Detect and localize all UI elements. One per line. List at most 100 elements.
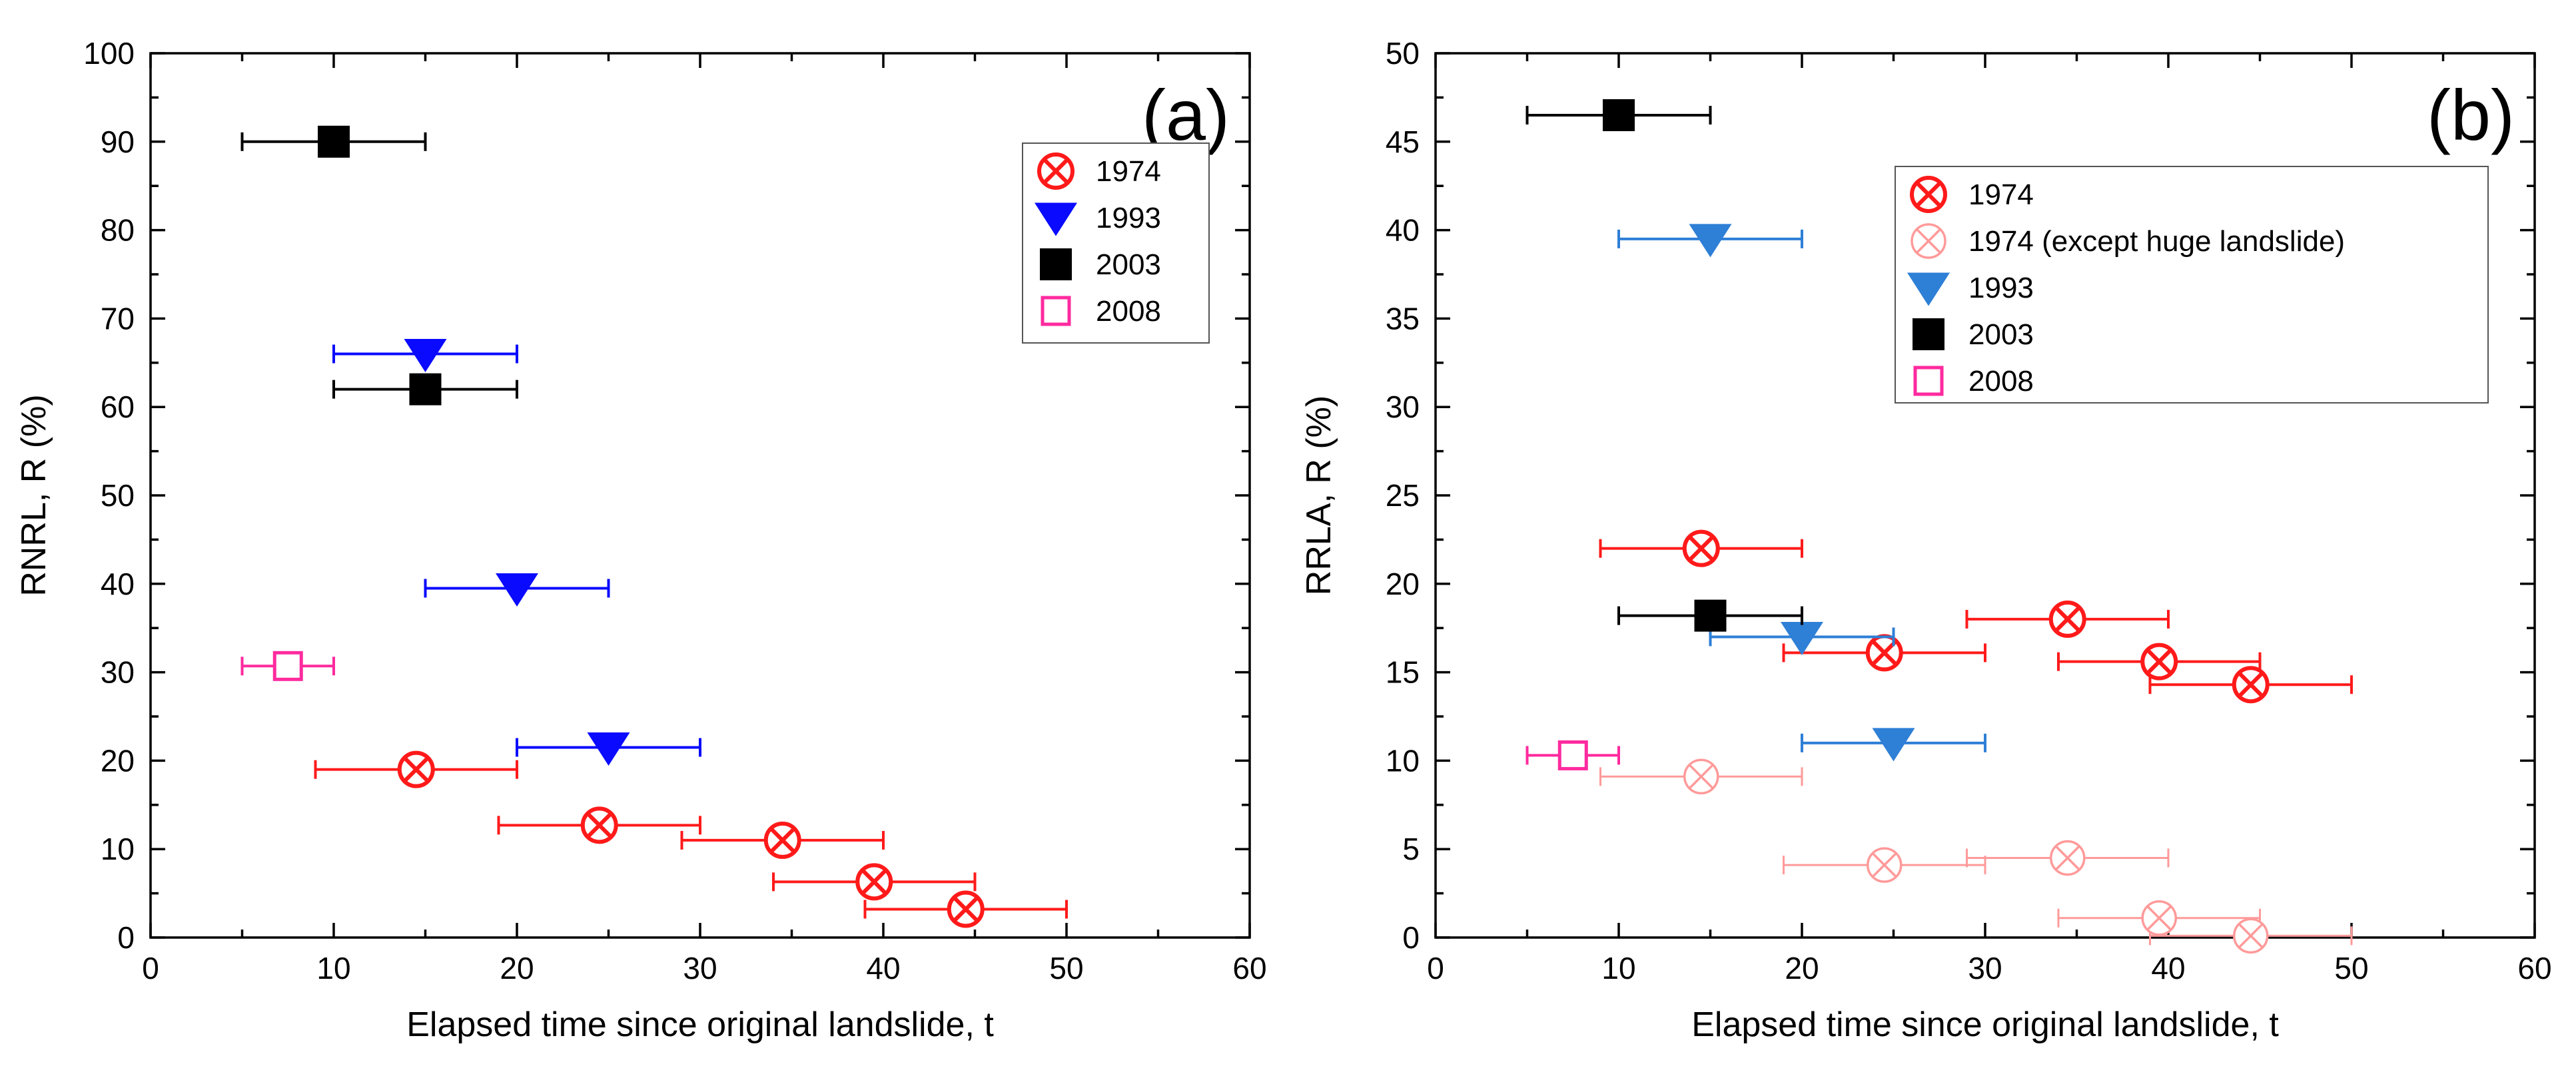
legend-label: 2003 bbox=[1968, 318, 2034, 351]
x-tick-label: 20 bbox=[500, 951, 534, 985]
data-point-cross-b bbox=[2146, 906, 2172, 931]
y-tick-label: 30 bbox=[1386, 390, 1420, 424]
data-point-cross-b bbox=[2054, 606, 2081, 633]
y-tick-label: 0 bbox=[1402, 920, 1420, 955]
x-tick-label: 10 bbox=[316, 951, 350, 985]
data-point bbox=[2048, 600, 2086, 638]
data-point bbox=[2141, 900, 2177, 936]
y-tick-label: 30 bbox=[101, 655, 135, 690]
y-tick-label: 25 bbox=[1386, 478, 1420, 513]
x-tick-label: 10 bbox=[1601, 951, 1635, 985]
legend-label: 1993 bbox=[1968, 272, 2034, 304]
data-point bbox=[947, 890, 985, 928]
series-2008 bbox=[1525, 740, 1620, 770]
data-point bbox=[1689, 224, 1732, 258]
y-tick-label: 20 bbox=[1386, 567, 1420, 601]
y-tick-label: 5 bbox=[1402, 832, 1420, 866]
y-tick-label: 35 bbox=[1386, 301, 1420, 336]
x-tick-label: 40 bbox=[866, 951, 900, 985]
legend-label: 1974 bbox=[1968, 178, 2034, 211]
series-2003 bbox=[1525, 99, 1803, 632]
data-point bbox=[496, 573, 538, 607]
data-point-cross-b bbox=[586, 812, 613, 838]
series-1974 bbox=[1599, 529, 2353, 704]
data-point bbox=[2140, 643, 2178, 681]
series-1974 bbox=[314, 750, 1068, 928]
legend-label: 1974 bbox=[1096, 155, 1161, 188]
data-point bbox=[409, 373, 442, 406]
legend-box bbox=[1895, 166, 2489, 404]
y-tick-label: 80 bbox=[101, 213, 135, 248]
y-tick-label: 15 bbox=[1386, 655, 1420, 690]
x-tick-label: 60 bbox=[2517, 951, 2551, 985]
data-point bbox=[580, 806, 618, 844]
data-point bbox=[1683, 758, 1719, 795]
panel-label: (a) bbox=[1142, 75, 1230, 155]
data-point-cross-b bbox=[1871, 639, 1898, 667]
y-tick-label: 60 bbox=[101, 390, 135, 424]
data-point-cross-b bbox=[1872, 852, 1897, 878]
data-point bbox=[1682, 529, 1720, 567]
legend-label: 2003 bbox=[1096, 248, 1161, 281]
x-tick-label: 50 bbox=[2334, 951, 2368, 985]
data-point-cross-b bbox=[2238, 671, 2264, 698]
data-point bbox=[1694, 599, 1727, 632]
series-1993 bbox=[332, 339, 701, 766]
legend-label: 1974 (except huge landslide) bbox=[1968, 225, 2345, 258]
legend-marker bbox=[1040, 248, 1072, 280]
data-point bbox=[855, 863, 893, 901]
data-point-cross-b bbox=[1688, 535, 1715, 562]
data-point bbox=[1781, 621, 1823, 655]
legend-marker bbox=[1913, 318, 1944, 350]
x-tick-label: 60 bbox=[1232, 951, 1266, 985]
data-point-cross-b bbox=[2146, 649, 2172, 675]
data-point bbox=[318, 125, 350, 158]
data-point bbox=[1603, 99, 1635, 131]
data-point-cross-b bbox=[769, 827, 796, 854]
legend-marker bbox=[1907, 272, 1950, 306]
legend-marker bbox=[1910, 176, 1947, 213]
legend-marker bbox=[1037, 152, 1074, 190]
data-point bbox=[1865, 634, 1903, 672]
data-point-cross-b bbox=[403, 756, 430, 783]
x-tick-label: 50 bbox=[1049, 951, 1083, 985]
y-tick-label: 45 bbox=[1386, 125, 1420, 159]
data-point bbox=[404, 339, 447, 373]
data-point bbox=[1557, 740, 1588, 770]
x-tick-label: 30 bbox=[1968, 951, 2002, 985]
y-axis-label: RRLA, R (%) bbox=[1300, 396, 1338, 595]
data-point-cross-b bbox=[2238, 923, 2264, 949]
legend: 1974 1974 (except huge landslide) 1993 2003… bbox=[1895, 166, 2489, 404]
data-point bbox=[397, 750, 435, 788]
legend-marker bbox=[1911, 223, 1946, 259]
legend-marker bbox=[1035, 202, 1077, 236]
y-tick-label: 40 bbox=[1386, 213, 1420, 248]
y-tick-label: 50 bbox=[101, 478, 135, 513]
x-axis-label: Elapsed time since original landslide, t bbox=[406, 1005, 994, 1044]
series-1993 bbox=[1617, 224, 1986, 762]
x-tick-label: 20 bbox=[1785, 951, 1819, 985]
y-axis-label: RNRL, R (%) bbox=[15, 394, 53, 596]
y-tick-label: 10 bbox=[101, 832, 135, 866]
panel-label: (b) bbox=[2427, 75, 2515, 155]
data-point bbox=[1867, 847, 1903, 883]
y-tick-label: 0 bbox=[117, 920, 135, 955]
data-point-cross-b bbox=[953, 896, 979, 923]
data-point bbox=[272, 651, 303, 681]
legend-marker bbox=[1041, 296, 1071, 326]
x-tick-label: 0 bbox=[1427, 951, 1444, 985]
chart-panel-a: 0 10 20 30 40 50 60 0 10 20 30 40 50 60 70 80 90 100 Elaps… bbox=[15, 36, 1267, 1044]
legend-label: 2008 bbox=[1968, 365, 2034, 398]
series-2003 bbox=[240, 125, 518, 406]
y-tick-label: 70 bbox=[101, 301, 135, 336]
x-tick-label: 40 bbox=[2151, 951, 2185, 985]
x-tick-label: 0 bbox=[142, 951, 159, 985]
y-tick-label: 90 bbox=[101, 125, 135, 159]
x-tick-label: 30 bbox=[683, 951, 717, 985]
data-point bbox=[1872, 728, 1915, 762]
legend-label: 1993 bbox=[1096, 202, 1161, 234]
data-point bbox=[2233, 918, 2269, 954]
x-axis-label: Elapsed time since original landslide, t bbox=[1691, 1005, 2279, 1044]
data-point-cross-b bbox=[1689, 764, 1714, 790]
